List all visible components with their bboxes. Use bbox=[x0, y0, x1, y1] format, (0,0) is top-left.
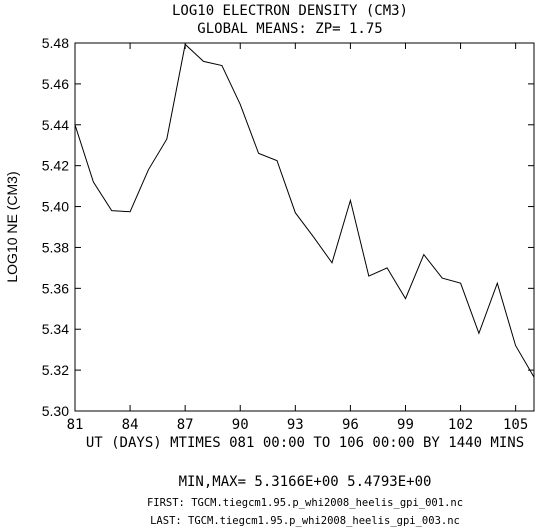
x-axis: 81 84 87 90 93 96 99 102 105 bbox=[67, 43, 528, 433]
y-tick-label: 5.36 bbox=[42, 280, 69, 296]
last-file-label: LAST: TGCM.tiegcm1.95.p_whi2008_heelis_g… bbox=[150, 515, 460, 527]
y-tick-label: 5.46 bbox=[42, 76, 69, 92]
x-tick-label: 90 bbox=[232, 417, 249, 433]
y-tick-label: 5.30 bbox=[42, 403, 69, 419]
min-max-readout: MIN,MAX= 5.3166E+00 5.4793E+00 bbox=[179, 474, 432, 490]
y-tick-label: 5.38 bbox=[42, 239, 69, 255]
x-tick-label: 93 bbox=[287, 417, 304, 433]
x-tick-label: 87 bbox=[177, 417, 194, 433]
y-tick-label: 5.48 bbox=[42, 35, 69, 51]
chart-subtitle: GLOBAL MEANS: ZP= 1.75 bbox=[197, 21, 382, 37]
y-tick-label: 5.42 bbox=[42, 158, 69, 174]
x-tick-label: 102 bbox=[448, 417, 473, 433]
y-axis: 5.30 5.32 5.34 5.36 5.38 5.40 5.42 5.44 5.46 5.48 bbox=[42, 35, 534, 419]
x-tick-label: 96 bbox=[342, 417, 359, 433]
x-axis-label: UT (DAYS) MTIMES 081 00:00 TO 106 00:00 … bbox=[86, 435, 524, 451]
x-tick-label: 105 bbox=[503, 417, 528, 433]
series-line bbox=[74, 43, 535, 378]
y-axis-label: LOG10 NE (CM3) bbox=[4, 171, 20, 282]
x-tick-label: 81 bbox=[67, 417, 84, 433]
x-tick-label: 99 bbox=[397, 417, 414, 433]
first-file-label: FIRST: TGCM.tiegcm1.95.p_whi2008_heelis_… bbox=[147, 497, 463, 509]
y-tick-label: 5.44 bbox=[42, 117, 69, 133]
plot-frame bbox=[74, 42, 535, 412]
y-tick-label: 5.32 bbox=[42, 362, 69, 378]
y-tick-label: 5.40 bbox=[42, 199, 69, 215]
y-tick-label: 5.34 bbox=[42, 321, 69, 337]
x-tick-label: 84 bbox=[122, 417, 139, 433]
chart-title: LOG10 ELECTRON DENSITY (CM3) bbox=[172, 3, 408, 19]
